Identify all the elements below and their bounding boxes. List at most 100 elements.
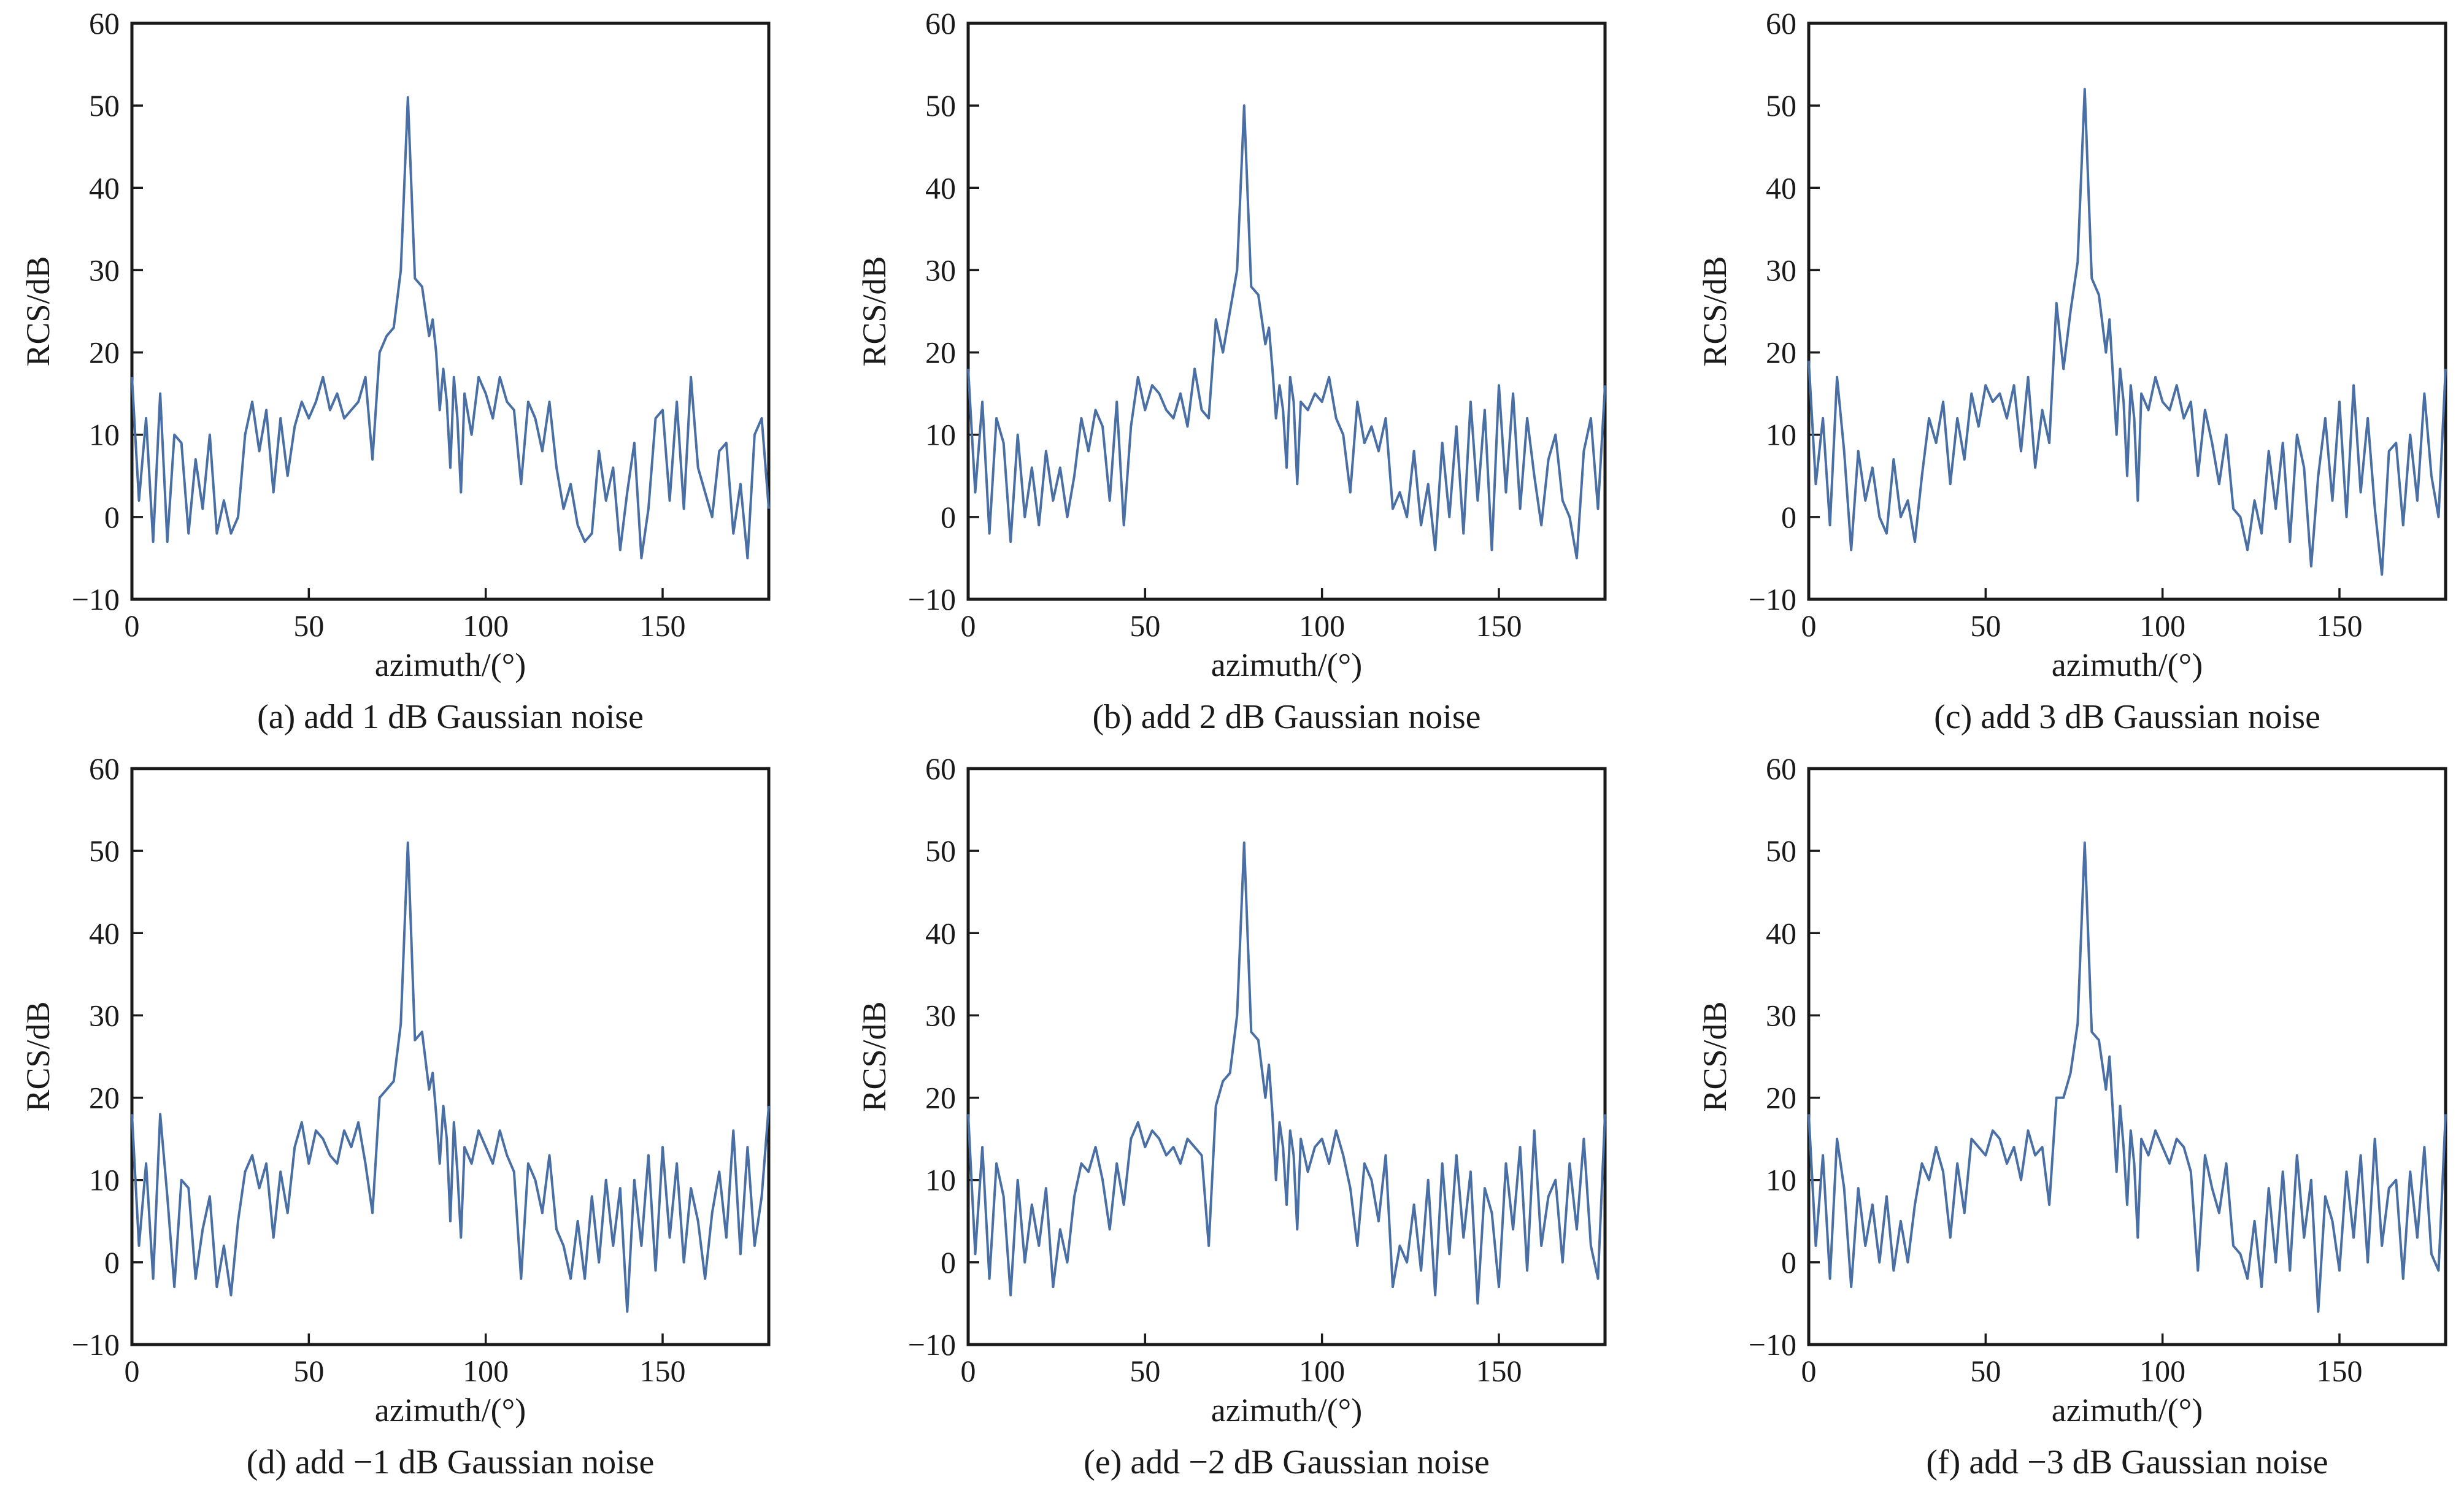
y-axis-label: RCS/dB xyxy=(1696,256,1733,366)
x-tick-label: 150 xyxy=(640,1354,686,1388)
plot-frame xyxy=(1807,21,2447,601)
y-tick-label: −10 xyxy=(908,1327,956,1362)
x-tick-label: 0 xyxy=(125,1354,140,1388)
panel-caption: (e) add −2 dB Gaussian noise xyxy=(1084,1443,1489,1481)
series-line xyxy=(1808,88,2447,576)
x-tick-label: 50 xyxy=(1970,608,2001,643)
y-tick-label: 0 xyxy=(1781,500,1796,534)
y-tick-label: 50 xyxy=(1766,834,1796,868)
series-line xyxy=(131,841,770,1313)
y-tick-label: 30 xyxy=(1766,253,1796,287)
chart-panel-3: 0 50 100 1506050403020100−10azimuth/(°)RCS/… xyxy=(1696,6,2447,736)
y-tick-label: 60 xyxy=(1766,751,1796,786)
x-tick-label: 0 xyxy=(125,608,140,643)
plot-frame xyxy=(130,21,771,601)
y-tick-label: 40 xyxy=(1766,171,1796,205)
y-tick-label: 10 xyxy=(925,418,956,452)
panel-caption: (a) add 1 dB Gaussian noise xyxy=(257,698,644,736)
x-tick-label: 100 xyxy=(2139,608,2185,643)
y-tick-label: 60 xyxy=(89,751,120,786)
y-tick-label: 10 xyxy=(89,418,120,452)
y-tick-label: 60 xyxy=(1766,6,1796,40)
y-tick-label: 0 xyxy=(104,1245,120,1280)
x-tick-label: 0 xyxy=(1801,1354,1817,1388)
y-tick-label: 60 xyxy=(925,751,956,786)
y-tick-label: −10 xyxy=(1749,1327,1796,1362)
y-tick-label: 20 xyxy=(1766,336,1796,370)
y-tick-label: 50 xyxy=(89,88,120,123)
y-tick-label: 40 xyxy=(925,171,956,205)
x-tick-label: 100 xyxy=(463,608,509,643)
y-tick-label: 10 xyxy=(925,1163,956,1197)
y-tick-label: 30 xyxy=(1766,998,1796,1032)
plot-frame xyxy=(966,21,1607,601)
x-axis-label: azimuth/(°) xyxy=(375,1392,526,1429)
y-tick-label: 40 xyxy=(89,171,120,205)
y-tick-label: 20 xyxy=(925,336,956,370)
y-axis-label: RCS/dB xyxy=(856,1001,893,1111)
panel-caption: (d) add −1 dB Gaussian noise xyxy=(247,1443,655,1481)
y-tick-label: −10 xyxy=(908,582,956,616)
y-tick-label: 20 xyxy=(925,1081,956,1115)
x-tick-label: 150 xyxy=(2317,608,2363,643)
y-axis-label: RCS/dB xyxy=(20,256,56,366)
y-tick-label: 40 xyxy=(89,916,120,950)
x-axis-label: azimuth/(°) xyxy=(1211,1392,1363,1429)
plot-frame xyxy=(130,767,771,1346)
series-line xyxy=(967,104,1606,559)
x-tick-label: 150 xyxy=(640,608,686,643)
y-tick-label: 30 xyxy=(89,253,120,287)
y-axis-label: RCS/dB xyxy=(856,256,893,366)
plot-frame xyxy=(1807,767,2447,1346)
x-tick-label: 100 xyxy=(463,1354,509,1388)
x-tick-label: 150 xyxy=(1476,1354,1522,1388)
y-tick-label: 10 xyxy=(1766,418,1796,452)
y-tick-label: 60 xyxy=(925,6,956,40)
y-tick-label: 40 xyxy=(1766,916,1796,950)
chart-panel-6: 0 50 100 1506050403020100−10azimuth/(°)RCS/… xyxy=(1696,751,2447,1481)
y-tick-label: 0 xyxy=(104,500,120,534)
x-tick-label: 50 xyxy=(293,1354,324,1388)
x-axis-label: azimuth/(°) xyxy=(2052,647,2203,683)
chart-panel-5: 0 50 100 1506050403020100−10azimuth/(°)RCS/… xyxy=(856,751,1607,1481)
y-tick-label: 30 xyxy=(925,253,956,287)
chart-panel-2: 0 50 100 1506050403020100−10azimuth/(°)RCS/… xyxy=(856,6,1607,736)
x-axis-label: azimuth/(°) xyxy=(2052,1392,2203,1429)
y-tick-label: 20 xyxy=(89,1081,120,1115)
panel-caption: (c) add 3 dB Gaussian noise xyxy=(1934,698,2320,736)
x-tick-label: 150 xyxy=(2317,1354,2363,1388)
panel-caption: (b) add 2 dB Gaussian noise xyxy=(1092,698,1480,736)
y-tick-label: 20 xyxy=(89,336,120,370)
y-tick-label: 60 xyxy=(89,6,120,40)
x-tick-label: 50 xyxy=(1130,1354,1160,1388)
y-tick-label: 20 xyxy=(1766,1081,1796,1115)
x-axis-label: azimuth/(°) xyxy=(375,647,526,683)
x-tick-label: 50 xyxy=(1970,1354,2001,1388)
y-tick-label: 0 xyxy=(941,500,956,534)
y-tick-label: 10 xyxy=(89,1163,120,1197)
y-tick-label: −10 xyxy=(72,582,120,616)
x-tick-label: 0 xyxy=(961,608,976,643)
plot-frame xyxy=(966,767,1607,1346)
y-tick-label: 0 xyxy=(1781,1245,1796,1280)
y-tick-label: 30 xyxy=(89,998,120,1032)
y-axis-label: RCS/dB xyxy=(1696,1001,1733,1111)
x-tick-label: 0 xyxy=(961,1354,976,1388)
y-tick-label: 0 xyxy=(941,1245,956,1280)
x-tick-label: 100 xyxy=(1299,608,1345,643)
chart-panel-1: 0 50 100 1506050403020100−10azimuth/(°)RCS/… xyxy=(20,6,771,736)
y-tick-label: −10 xyxy=(72,1327,120,1362)
x-tick-label: 100 xyxy=(2139,1354,2185,1388)
y-tick-label: 50 xyxy=(925,834,956,868)
x-tick-label: 100 xyxy=(1299,1354,1345,1388)
y-tick-label: 30 xyxy=(925,998,956,1032)
x-tick-label: 50 xyxy=(1130,608,1160,643)
chart-panel-4: 0 50 100 1506050403020100−10azimuth/(°)RCS/… xyxy=(20,751,771,1481)
y-tick-label: 50 xyxy=(1766,88,1796,123)
y-tick-label: 10 xyxy=(1766,1163,1796,1197)
y-tick-label: 50 xyxy=(89,834,120,868)
panel-caption: (f) add −3 dB Gaussian noise xyxy=(1926,1443,2328,1481)
y-tick-label: −10 xyxy=(1749,582,1796,616)
y-axis-label: RCS/dB xyxy=(20,1001,56,1111)
